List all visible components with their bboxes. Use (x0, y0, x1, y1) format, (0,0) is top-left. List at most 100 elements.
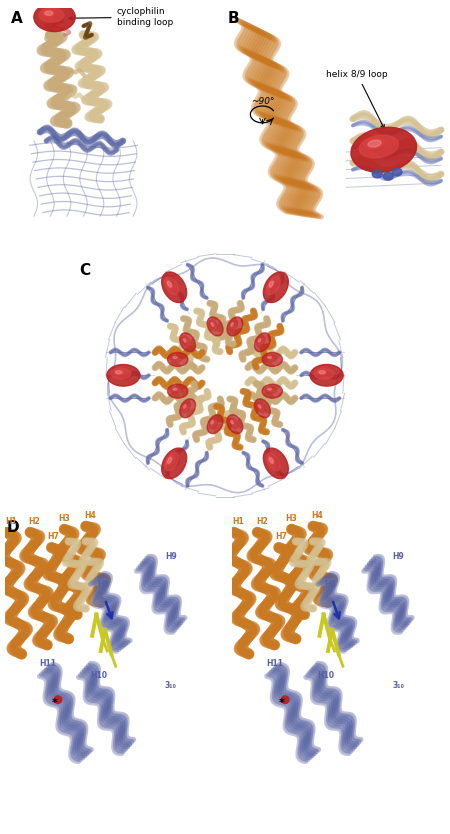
Text: H8: H8 (97, 580, 109, 589)
Text: H4: H4 (311, 511, 323, 520)
Text: H11: H11 (266, 659, 283, 668)
Ellipse shape (372, 170, 382, 178)
Ellipse shape (319, 370, 325, 374)
Ellipse shape (45, 11, 53, 15)
Ellipse shape (207, 414, 223, 434)
Ellipse shape (180, 333, 195, 352)
Ellipse shape (42, 10, 54, 17)
Ellipse shape (113, 369, 123, 374)
Ellipse shape (266, 388, 272, 391)
Ellipse shape (263, 272, 288, 303)
Text: H7: H7 (48, 532, 59, 541)
Text: H7: H7 (275, 532, 287, 541)
Ellipse shape (211, 323, 214, 326)
Text: ~90°: ~90° (251, 97, 274, 106)
Ellipse shape (170, 355, 182, 362)
Ellipse shape (257, 338, 261, 343)
Ellipse shape (115, 370, 122, 374)
Ellipse shape (266, 277, 280, 294)
Text: H1: H1 (5, 517, 17, 526)
Ellipse shape (258, 404, 261, 408)
Ellipse shape (227, 414, 243, 434)
Ellipse shape (364, 138, 384, 148)
Ellipse shape (34, 3, 75, 32)
Ellipse shape (180, 399, 195, 418)
Text: H2: H2 (28, 517, 40, 526)
Text: D: D (7, 520, 19, 535)
Ellipse shape (262, 384, 283, 398)
Ellipse shape (258, 339, 261, 342)
Ellipse shape (231, 323, 234, 326)
Ellipse shape (267, 356, 271, 359)
Ellipse shape (314, 369, 334, 379)
Text: cyclophilin
binding loop: cyclophilin binding loop (69, 8, 173, 27)
Ellipse shape (209, 319, 218, 331)
Text: H10: H10 (90, 671, 107, 680)
Ellipse shape (392, 168, 402, 176)
Ellipse shape (165, 453, 179, 470)
Ellipse shape (255, 333, 270, 352)
Ellipse shape (383, 173, 393, 180)
Ellipse shape (162, 272, 187, 303)
Ellipse shape (268, 456, 274, 465)
Ellipse shape (183, 338, 187, 343)
Ellipse shape (183, 404, 187, 409)
Ellipse shape (230, 322, 234, 327)
Ellipse shape (231, 420, 234, 424)
Text: H1: H1 (232, 517, 244, 526)
Text: H3: H3 (58, 515, 70, 523)
Ellipse shape (171, 356, 178, 359)
Ellipse shape (170, 387, 182, 394)
Ellipse shape (166, 279, 172, 289)
Ellipse shape (173, 356, 177, 359)
Ellipse shape (256, 402, 265, 413)
Ellipse shape (269, 457, 274, 464)
Ellipse shape (182, 336, 190, 347)
Ellipse shape (266, 356, 272, 359)
Ellipse shape (229, 418, 238, 429)
Ellipse shape (269, 281, 274, 287)
Ellipse shape (267, 388, 271, 390)
Ellipse shape (230, 420, 234, 425)
Text: B: B (227, 11, 239, 26)
Ellipse shape (162, 448, 187, 479)
Ellipse shape (359, 135, 398, 158)
Ellipse shape (111, 369, 131, 379)
Text: 3₁₀: 3₁₀ (165, 681, 177, 690)
Ellipse shape (211, 420, 214, 424)
Ellipse shape (54, 696, 62, 704)
Ellipse shape (281, 696, 289, 704)
Text: H3: H3 (286, 515, 297, 523)
Ellipse shape (266, 453, 280, 470)
Ellipse shape (184, 404, 186, 408)
Ellipse shape (317, 369, 327, 374)
Ellipse shape (255, 399, 270, 418)
Ellipse shape (209, 418, 218, 429)
Text: H9: H9 (392, 552, 405, 561)
Text: H9: H9 (165, 552, 177, 561)
Ellipse shape (368, 140, 381, 147)
Text: H4: H4 (84, 511, 96, 520)
Ellipse shape (173, 388, 177, 390)
Ellipse shape (182, 402, 190, 413)
Text: C: C (79, 264, 90, 279)
Ellipse shape (351, 128, 417, 173)
Ellipse shape (167, 384, 188, 398)
Text: H11: H11 (39, 659, 56, 668)
Text: *: * (51, 698, 58, 708)
Ellipse shape (107, 364, 140, 386)
Text: H10: H10 (317, 671, 334, 680)
Ellipse shape (184, 339, 186, 342)
Ellipse shape (257, 404, 261, 409)
Ellipse shape (263, 448, 288, 479)
Text: H8: H8 (324, 580, 336, 589)
Ellipse shape (262, 353, 283, 366)
Ellipse shape (265, 355, 277, 362)
Ellipse shape (256, 336, 265, 347)
Ellipse shape (310, 364, 343, 386)
Ellipse shape (165, 277, 179, 294)
Ellipse shape (268, 279, 274, 289)
Ellipse shape (171, 388, 178, 391)
Text: *: * (279, 698, 285, 708)
Ellipse shape (39, 8, 64, 23)
